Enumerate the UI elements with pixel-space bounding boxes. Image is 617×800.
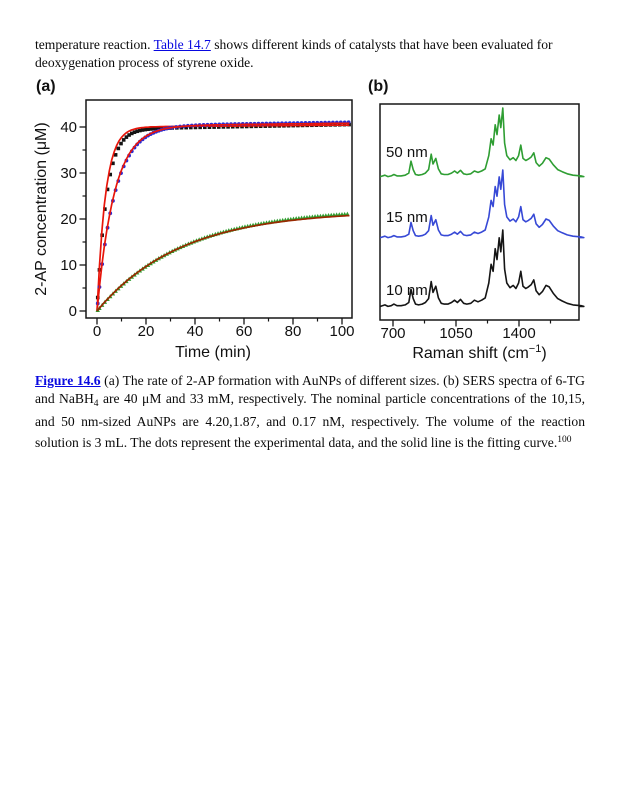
svg-text:60: 60 [236,323,253,340]
svg-text:1400: 1400 [502,325,535,342]
svg-text:700: 700 [380,325,405,342]
svg-text:100: 100 [329,323,354,340]
paragraph-text-pre: temperature reaction. [35,37,154,52]
panel-a-label: (a) [36,78,56,95]
sers-spectra-chart: 700 1050 1400 Raman shift (cm−1) 50 nm 15 nm 1… [365,95,615,367]
chart-a-data [95,120,351,313]
caption-reference-superscript: 100 [557,435,572,445]
svg-text:20: 20 [60,211,77,228]
svg-text:30: 30 [60,165,77,182]
panel-b-label: (b) [368,78,389,95]
series-triangle [95,211,350,313]
spectrum-label-50-nm: 50 nm [386,144,428,161]
body-paragraph: temperature reaction. Table 14.7 shows d… [35,36,572,71]
svg-text:0: 0 [69,303,77,320]
chart-b-x-title: Raman shift (cm−1) [412,343,546,362]
formation-rate-chart: 0 20 40 60 80 100 0 10 20 30 40 Time (min) 2-AP conc… [30,95,360,367]
fit-line-circle [96,122,350,312]
formation-rate-chart-svg: 0 20 40 60 80 100 0 10 20 30 40 Time (min) 2-AP conc… [33,99,355,361]
svg-text:40: 40 [187,323,204,340]
spectrum-label-15-nm: 15 nm [386,209,428,226]
figure-caption: Figure 14.6 (a) The rate of 2-AP formati… [35,372,585,452]
svg-text:80: 80 [285,323,302,340]
svg-text:0: 0 [93,323,101,340]
chart-b-frame [379,103,580,321]
spectrum-10-nm [379,229,585,308]
caption-subscript: 4 [93,399,99,409]
table-14-7-link[interactable]: Table 14.7 [153,37,211,52]
svg-text:40: 40 [60,119,77,136]
svg-text:20: 20 [138,323,155,340]
spectrum-label-10-nm: 10 nm [386,282,428,299]
chart-a-axes: 0 20 40 60 80 100 0 10 20 30 40 [60,119,354,340]
caption-text-1: (a) The rate of 2-AP formation with AuNP… [35,373,585,406]
figure-14-6-link[interactable]: Figure 14.6 [35,373,101,388]
chart-a-x-title: Time (min) [175,344,251,361]
chart-b-axes: 700 1050 1400 [380,320,552,342]
caption-text-2: are 40 μM and 33 mM, respectively. The n… [35,391,585,450]
svg-text:1050: 1050 [439,325,472,342]
fit-line-triangle [96,214,350,312]
chart-a-y-title: 2-AP concentration (μM) [33,122,50,295]
svg-text:10: 10 [60,257,77,274]
spectrum-15-nm [379,169,585,239]
spectrum-50-nm [379,107,585,178]
paragraph-text-post: shows different kinds of catalysts that … [35,37,553,70]
